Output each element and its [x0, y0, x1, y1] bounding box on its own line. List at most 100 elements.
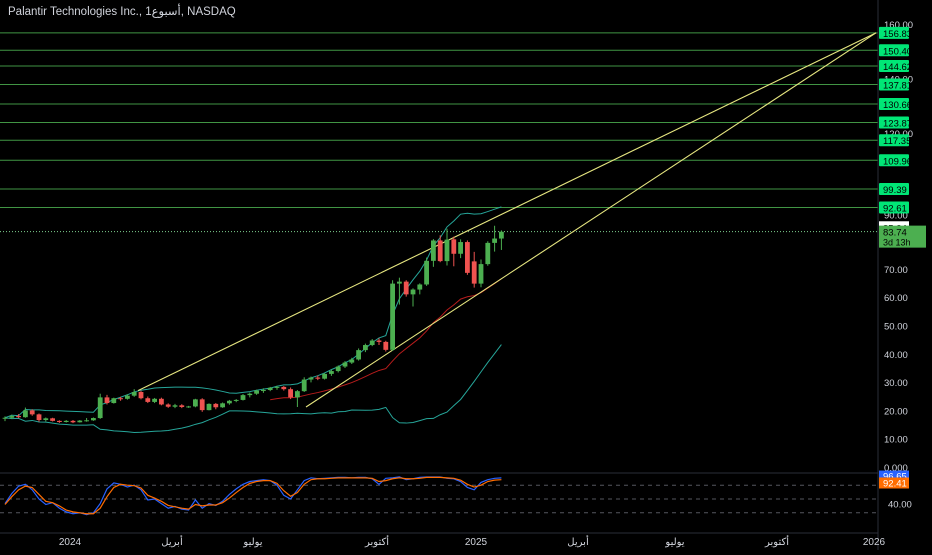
- stochastic-d-line: [4, 476, 502, 515]
- candles: [2, 225, 504, 424]
- candle-body: [322, 373, 327, 379]
- candle-body: [138, 392, 144, 399]
- level-badge: 117.35: [879, 134, 911, 147]
- candle: [451, 236, 457, 267]
- candle-body: [240, 395, 246, 400]
- candle: [335, 365, 341, 373]
- level-badge-bg: [879, 44, 909, 57]
- candle-body: [172, 405, 178, 407]
- candle: [342, 361, 348, 368]
- candle-body: [227, 400, 232, 404]
- candle-body: [403, 281, 409, 295]
- candle: [165, 403, 171, 408]
- level-badge: 109.96: [879, 154, 912, 167]
- candle: [424, 257, 429, 286]
- candle-body: [431, 240, 436, 261]
- candle-body: [281, 386, 287, 390]
- price-tick-label: 50.00: [884, 322, 908, 333]
- candle-body: [199, 399, 205, 411]
- candle: [23, 407, 28, 418]
- candle-body: [97, 397, 103, 419]
- candle: [322, 373, 327, 380]
- candle: [369, 339, 375, 347]
- level-badge-label: 109.96: [883, 156, 912, 167]
- trendlines: [137, 32, 877, 408]
- candle: [465, 240, 470, 275]
- candle-body: [437, 240, 443, 262]
- candle-body: [23, 410, 28, 418]
- candle-body: [383, 341, 389, 350]
- candle: [261, 388, 266, 393]
- candle-body: [84, 420, 89, 422]
- price-tick-label: 70.00: [884, 265, 908, 276]
- level-badge-label: 156.83: [883, 29, 912, 40]
- time-axis[interactable]: 2024 أبريل يوليو أكتوبر 2025 أبريل يوليو أكتوبر…: [0, 532, 886, 548]
- candle-body: [342, 362, 348, 367]
- candle: [492, 225, 497, 252]
- level-badge-bg: [879, 183, 909, 196]
- price-tick-label: 20.00: [884, 406, 908, 417]
- candle-body: [499, 231, 504, 239]
- candle-body: [57, 420, 62, 423]
- candle-body: [349, 359, 355, 363]
- candle: [29, 409, 35, 416]
- candle-body: [70, 420, 76, 423]
- candle-body: [165, 404, 171, 407]
- candle: [43, 417, 49, 422]
- candle: [16, 414, 21, 419]
- candle-body: [410, 289, 416, 295]
- candle: [417, 283, 423, 295]
- candle: [57, 420, 62, 423]
- candle-body: [335, 366, 341, 372]
- countdown-label: 3d 13h: [883, 238, 911, 248]
- candle: [193, 398, 198, 408]
- time-axis-label: أكتوبر: [764, 535, 789, 548]
- candle: [9, 414, 15, 419]
- candle: [281, 386, 287, 391]
- price-tick-label: 10.00: [884, 435, 908, 446]
- time-axis-label: 2024: [59, 537, 82, 548]
- candle: [91, 417, 96, 421]
- candle-body: [458, 242, 463, 254]
- candle-body: [159, 398, 164, 405]
- candle: [220, 402, 225, 408]
- candle-body: [186, 406, 191, 408]
- candle-body: [206, 403, 212, 411]
- candle: [70, 420, 76, 424]
- time-axis-label: يوليو: [242, 537, 262, 548]
- bollinger-upper: [4, 206, 502, 419]
- candle: [403, 280, 409, 297]
- candle-body: [220, 403, 225, 408]
- candle-body: [315, 377, 321, 379]
- candle-body: [247, 393, 253, 396]
- candle-body: [390, 283, 395, 350]
- candle-body: [9, 416, 15, 418]
- candle-body: [43, 418, 49, 421]
- stochastic-pane: [0, 472, 878, 516]
- candle: [199, 398, 205, 412]
- price-axis[interactable]: 0.000 10.00 20.00 30.00 40.00 50.00 60.00 70.00…: [877, 0, 926, 550]
- price-tick-label: 90.00: [884, 211, 908, 222]
- candle: [458, 239, 463, 259]
- candle-body: [254, 390, 259, 394]
- candle-body: [111, 398, 117, 404]
- candle-body: [424, 260, 429, 285]
- candle: [485, 241, 491, 266]
- candle-body: [91, 418, 96, 421]
- horizontal-levels: [0, 32, 878, 233]
- candle-body: [36, 414, 42, 421]
- candle: [213, 403, 219, 410]
- candle-body: [77, 420, 83, 423]
- candle-body: [152, 398, 157, 402]
- level-badge: 130.66: [879, 98, 912, 111]
- candle: [104, 394, 110, 405]
- current-price-label: 83.74: [883, 228, 907, 239]
- candle: [206, 403, 212, 411]
- candle: [159, 397, 164, 406]
- level-badge-bg: [879, 98, 909, 111]
- candle: [410, 288, 416, 307]
- candle: [77, 420, 83, 423]
- level-badge-label: 123.87: [883, 118, 912, 129]
